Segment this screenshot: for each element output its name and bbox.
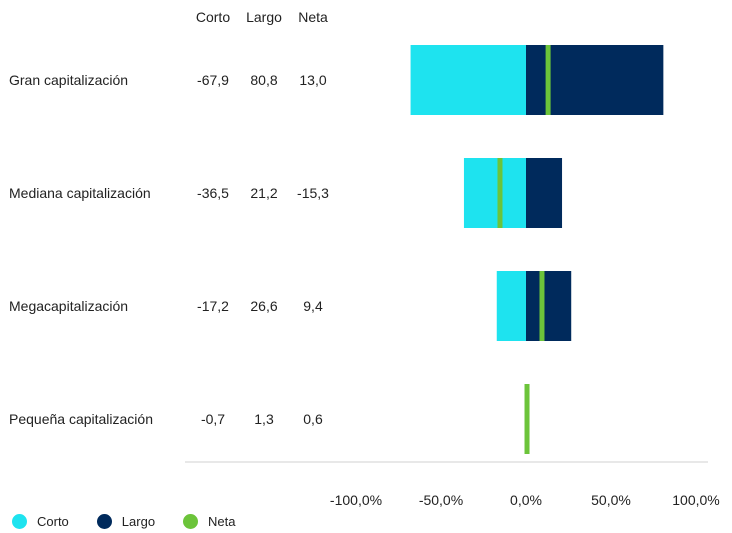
value-label-corto: -67,9 (197, 72, 229, 88)
legend-swatch (12, 514, 27, 529)
legend: Corto Largo Neta (12, 514, 264, 529)
x-tick-label: -50,0% (419, 492, 463, 508)
x-tick-label: -100,0% (330, 492, 382, 508)
x-tick-label: 50,0% (591, 492, 631, 508)
category-label: Mediana capitalización (9, 185, 151, 201)
legend-item-corto: Corto (12, 514, 69, 529)
value-label-neta: -15,3 (297, 185, 329, 201)
legend-label: Neta (208, 514, 236, 529)
value-label-largo: 26,6 (250, 298, 277, 314)
value-label-neta: 9,4 (303, 298, 323, 314)
column-headers: Corto Largo Neta (196, 9, 328, 25)
x-tick-label: 0,0% (510, 492, 542, 508)
marker-neta (497, 158, 503, 228)
value-label-largo: 21,2 (250, 185, 277, 201)
value-label-largo: 1,3 (254, 411, 274, 427)
x-axis-ticks: -100,0% -50,0% 0,0% 50,0% 100,0% (330, 492, 720, 508)
column-header-neta: Neta (298, 9, 328, 25)
bars (410, 45, 664, 454)
legend-item-largo: Largo (96, 514, 156, 529)
legend-item-neta: Neta (183, 514, 236, 529)
category-label: Megacapitalización (9, 298, 128, 314)
x-tick-label: 100,0% (672, 492, 719, 508)
bar-largo (526, 271, 572, 341)
value-label-corto: -17,2 (197, 298, 229, 314)
legend-label: Corto (37, 514, 69, 529)
marker-neta (545, 45, 551, 115)
value-label-neta: 13,0 (299, 72, 326, 88)
bar-corto (410, 45, 526, 115)
value-label-corto: -36,5 (197, 185, 229, 201)
legend-label: Largo (121, 514, 156, 529)
category-label: Pequeña capitalización (9, 411, 153, 427)
marker-neta (524, 384, 530, 454)
category-label: Gran capitalización (9, 72, 128, 88)
bar-corto (496, 271, 526, 341)
value-label-largo: 80,8 (250, 72, 277, 88)
bar-corto (463, 158, 526, 228)
legend-swatch (96, 514, 112, 529)
value-label-neta: 0,6 (303, 411, 323, 427)
legend-swatch (183, 514, 199, 529)
column-header-corto: Corto (196, 9, 230, 25)
value-label-corto: -0,7 (201, 411, 225, 427)
marker-neta (539, 271, 545, 341)
column-header-largo: Largo (246, 9, 282, 25)
bar-largo (526, 158, 563, 228)
row-labels: Gran capitalización -67,9 80,8 13,0 Mediana … (9, 72, 329, 427)
